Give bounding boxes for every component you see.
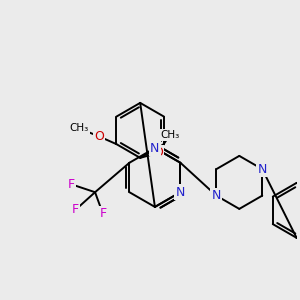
Text: F: F	[68, 178, 75, 191]
Text: N: N	[258, 163, 267, 176]
Text: N: N	[176, 186, 185, 199]
Text: N: N	[150, 142, 160, 154]
Text: O: O	[153, 146, 163, 159]
Text: N: N	[212, 189, 221, 202]
Text: CH₃: CH₃	[160, 130, 179, 140]
Text: CH₃: CH₃	[70, 123, 89, 134]
Text: F: F	[72, 203, 79, 216]
Text: O: O	[94, 130, 104, 143]
Text: F: F	[99, 207, 106, 220]
